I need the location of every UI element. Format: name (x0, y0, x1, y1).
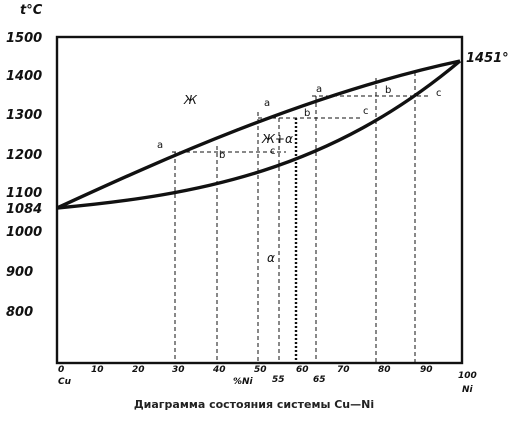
region-liquid: Ж (183, 93, 198, 107)
y-tick-labels: 1500 1400 1300 1200 1100 1084 1000 900 8… (6, 31, 42, 320)
x-mark-55: 55 (272, 375, 285, 385)
point-c: c (363, 106, 369, 117)
y-tick: 1400 (6, 69, 42, 84)
point-b: b (385, 85, 391, 96)
x-axis-unit: %Ni (233, 377, 254, 387)
y-tick: 800 (6, 305, 33, 320)
plot-frame (55, 35, 464, 365)
y-tick: 1300 (6, 108, 42, 123)
y-tick: 1200 (6, 148, 42, 163)
point-c: c (270, 146, 276, 157)
point-a: a (264, 98, 270, 109)
guide-lines (172, 72, 428, 363)
point-a: a (316, 84, 322, 95)
point-labels: a b a b c a b c c (157, 84, 442, 161)
x-tick: 70 (337, 365, 350, 375)
x-tick: 90 (420, 365, 433, 375)
x-tick: 10 (91, 365, 104, 375)
solidus-curve (56, 59, 462, 210)
x-tick: 20 (132, 365, 145, 375)
x-mark-65: 65 (313, 375, 326, 385)
point-b: b (219, 150, 225, 161)
x-tick: 50 (254, 365, 267, 375)
x-tick: 80 (378, 365, 391, 375)
liquidus-curve (56, 59, 461, 210)
x-tick: 30 (172, 365, 185, 375)
element-ni: Ni (462, 385, 474, 395)
y-tick: 900 (6, 265, 33, 280)
region-two-phase: Ж+α (261, 132, 293, 146)
element-cu: Cu (58, 377, 72, 387)
diagram-caption: Диаграмма состояния системы Cu—Ni (133, 398, 375, 411)
y-axis-label: t°C (20, 3, 43, 18)
region-solid: α (267, 251, 275, 265)
melting-point-ni: 1451° (466, 51, 508, 66)
point-a: a (157, 140, 163, 151)
x-tick: 60 (296, 365, 309, 375)
x-tick: 40 (212, 365, 226, 375)
x-tick: 100 (458, 371, 477, 381)
point-b: b (304, 108, 310, 119)
melting-point-cu: 1084 (6, 202, 42, 217)
x-tick-labels: 0 10 20 30 40 50 60 70 80 90 100 (58, 365, 477, 381)
point-c: c (436, 88, 442, 99)
y-tick: 1500 (6, 31, 42, 46)
y-tick: 1100 (6, 186, 42, 201)
x-tick: 0 (58, 365, 64, 375)
y-tick: 1000 (6, 225, 42, 240)
